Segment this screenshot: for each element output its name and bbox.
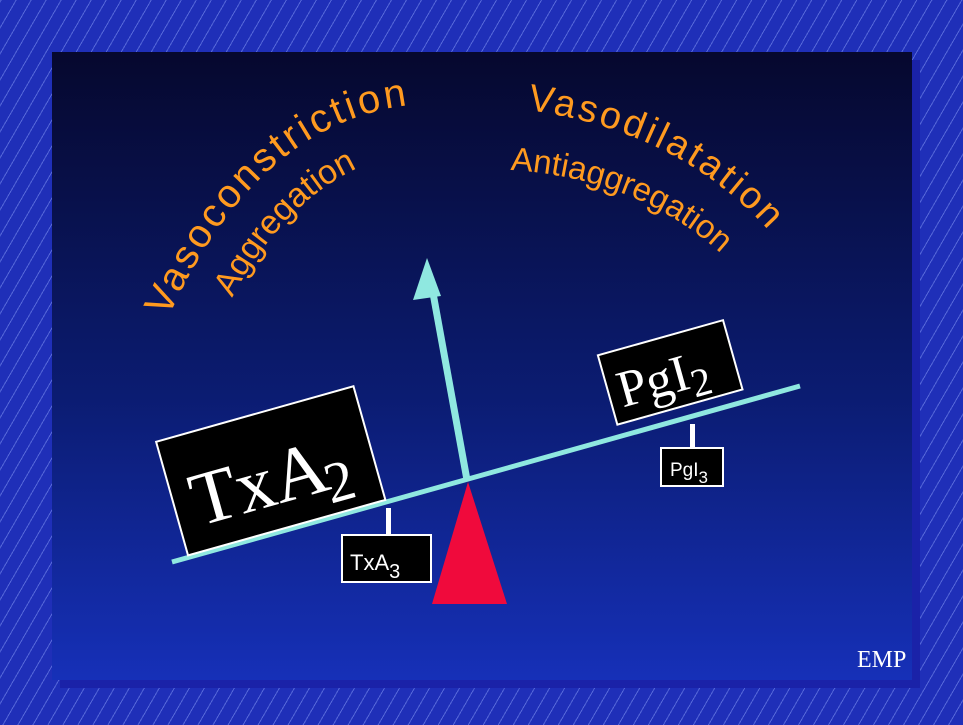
txa3-base: TxA [350, 550, 389, 575]
up-arrow-icon [413, 258, 471, 481]
svg-text:PgI3: PgI3 [670, 460, 708, 487]
txa3-sub: 3 [389, 561, 400, 583]
pgi3-base: PgI [670, 460, 699, 481]
svg-text:TxA3: TxA3 [350, 550, 400, 583]
emp-logo: EMP [857, 647, 906, 673]
pgi2-box: PgI2 [596, 318, 744, 426]
txa2-box: TxA2 [154, 385, 387, 557]
txa3-box: TxA3 [341, 534, 432, 583]
pgi3-box: PgI3 [660, 447, 724, 487]
pgi3-sub: 3 [699, 468, 708, 487]
txa3-connector [386, 508, 391, 536]
balance-beam [171, 383, 801, 565]
pgi3-connector [690, 424, 695, 448]
fulcrum-triangle [432, 482, 507, 604]
